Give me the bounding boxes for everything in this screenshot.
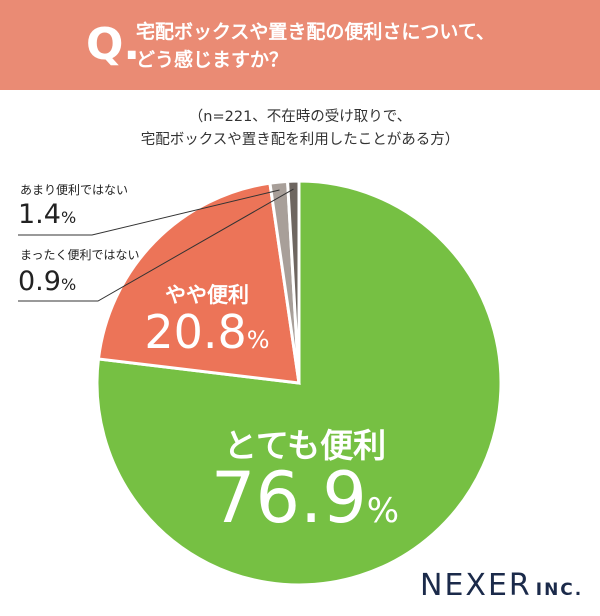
value-very-convenient: 76.9% [185,457,425,539]
label-very-convenient: とても便利 [223,426,387,465]
value-very-convenient-number: 76.9 [210,457,367,539]
sample-note-line-2: 宅配ボックスや置き配を利用したことがある方） [140,132,460,148]
question-mark: Q. [86,19,141,70]
question-line-2: どう感じますか？ [136,49,289,71]
question-line-1: 宅配ボックスや置き配の便利さについて、 [136,21,495,43]
value-somewhat-convenient: 20.8% [132,305,282,359]
value-somewhat-convenient-unit: % [246,326,270,354]
label-somewhat-convenient: やや便利 [165,283,249,307]
value-somewhat-inconvenient-unit: % [60,208,77,227]
logo-suffix-text: INC. [535,580,584,600]
label-very-inconvenient: まったく便利ではない [20,248,140,262]
value-somewhat-inconvenient-number: 1.4 [18,199,61,230]
leader-line-very-inconvenient [18,188,294,302]
nexer-logo: NEXER INC. [420,568,583,603]
logo-main-text: NEXER [420,568,532,603]
value-very-convenient-unit: % [366,491,400,531]
question-banner: Q. 宅配ボックスや置き配の便利さについて、 どう感じますか？ [0,0,600,90]
sample-note-line-1: （n=221、不在時の受け取りで、 [188,109,412,125]
value-somewhat-inconvenient: 1.4% [18,199,76,230]
question-title: 宅配ボックスや置き配の便利さについて、 どう感じますか？ [136,18,495,74]
value-somewhat-convenient-number: 20.8 [144,305,247,359]
slice-somewhat-convenient [96,181,301,385]
sample-note: （n=221、不在時の受け取りで、 宅配ボックスや置き配を利用したことがある方） [0,106,600,152]
label-somewhat-inconvenient: あまり便利ではない [20,183,129,197]
leader-line-somewhat-inconvenient [18,189,280,236]
value-very-inconvenient-number: 0.9 [18,266,61,297]
value-very-inconvenient: 0.9% [18,266,76,297]
value-very-inconvenient-unit: % [60,275,77,294]
slice-very-inconvenient [285,179,301,384]
